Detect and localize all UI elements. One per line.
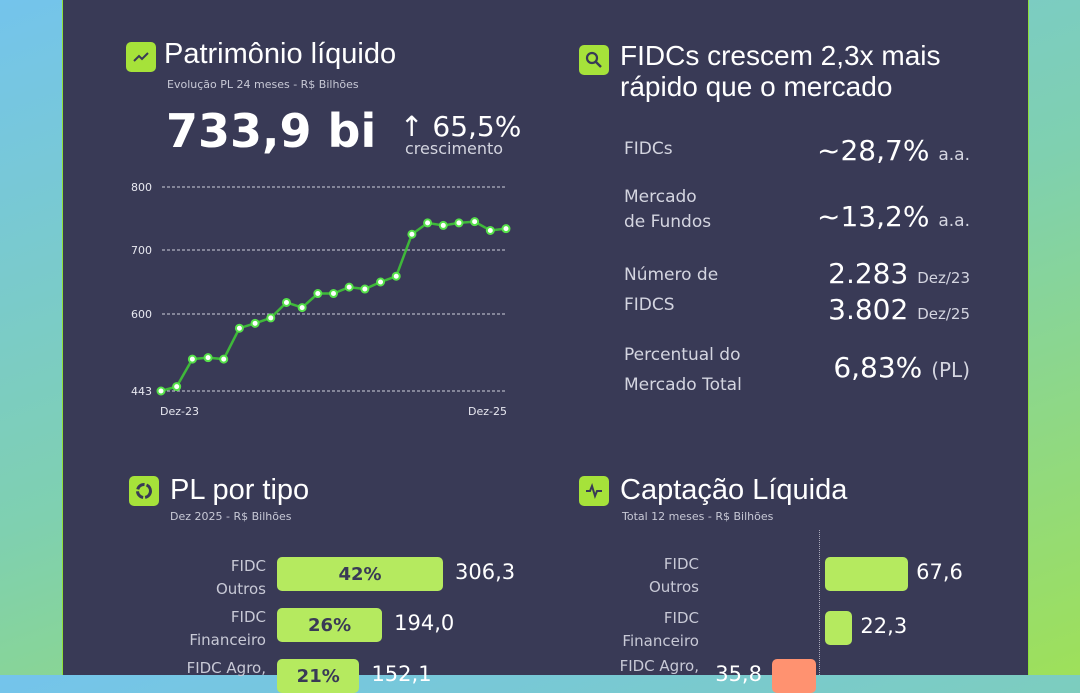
data-point — [360, 284, 370, 294]
capt-value-label: 22,3 — [860, 614, 908, 638]
x-tick-label: Dez-23 — [160, 405, 199, 418]
data-point — [172, 382, 182, 392]
data-point — [187, 354, 197, 364]
data-point — [407, 229, 417, 239]
pulse-icon — [579, 476, 609, 506]
tipo-subtitle: Dez 2025 - R$ Bilhões — [170, 510, 292, 523]
capt-category-label: FIDC Financeiro — [622, 609, 699, 650]
capt-category-label: FIDC Outros — [648, 555, 699, 596]
donut-chart-icon — [129, 476, 159, 506]
pl-growth-value: 65,5% — [432, 110, 522, 143]
growth-title: FIDCs crescem 2,3x mais rápido que o merc… — [620, 40, 941, 102]
data-point — [313, 289, 323, 299]
data-point — [297, 303, 307, 313]
pl-growth: ↑ 65,5% — [400, 110, 521, 143]
tipo-bar: 42% — [277, 557, 443, 591]
y-tick-label: 800 — [131, 181, 152, 194]
tipo-value-label: 306,3 — [455, 560, 516, 584]
y-tick-label: 600 — [131, 308, 152, 321]
tipo-category-label: FIDC Agro, — [186, 659, 266, 677]
capt-bar-negative — [771, 659, 816, 693]
capt-subtitle: Total 12 meses - R$ Bilhões — [622, 510, 774, 523]
y-tick-label: 443 — [131, 385, 152, 398]
data-point — [485, 225, 495, 235]
capt-value-label: 35,8 — [715, 662, 762, 686]
y-tick-label: 700 — [131, 244, 152, 257]
trending-up-icon — [126, 42, 156, 72]
data-point — [391, 271, 401, 281]
pl-growth-label: crescimento — [405, 139, 504, 158]
data-point — [423, 218, 433, 228]
tipo-bar: 21% — [277, 659, 360, 693]
tipo-bar: 26% — [277, 608, 383, 642]
pl-series-line — [160, 220, 507, 393]
zero-axis-line — [819, 530, 820, 675]
row-fidcs-value: ~28,7% a.a. — [817, 134, 970, 167]
data-point — [454, 218, 464, 228]
capt-bar — [825, 557, 909, 591]
row-numero-label: Número de FIDCS — [624, 265, 719, 315]
capt-value-label: 67,6 — [916, 560, 963, 584]
pl-line-chart: 443 600 700 800 Dez-23 Dez-25 — [131, 181, 511, 418]
x-tick-label: Dez-25 — [468, 405, 507, 418]
data-point — [219, 354, 229, 364]
capt-title: Captação Líquida — [620, 474, 848, 506]
tipo-category-label: FIDC Financeiro — [189, 608, 266, 649]
data-point — [438, 220, 448, 230]
tipo-value-label: 152,1 — [371, 662, 432, 686]
row-mercado-value: ~13,2% a.a. — [817, 200, 970, 233]
data-point — [203, 353, 213, 363]
tipo-title: PL por tipo — [170, 474, 310, 506]
pl-value: 733,9 bi — [166, 104, 377, 158]
data-point — [501, 224, 511, 234]
tipo-value-label: 194,0 — [394, 611, 455, 635]
arrow-up-icon: ↑ — [400, 110, 424, 143]
row-percentual-value: 6,83% (PL) — [833, 351, 970, 384]
row-mercado-label: Mercado de Fundos — [624, 187, 712, 232]
pl-subtitle: Evolução PL 24 meses - R$ Bilhões — [167, 78, 359, 91]
tipo-category-label: FIDC Outros — [215, 557, 266, 598]
row-fidcs-label: FIDCs — [624, 139, 673, 159]
row-percentual-label: Percentual do Mercado Total — [624, 345, 742, 395]
data-point — [156, 386, 166, 396]
row-numero-value2: 3.802 Dez/25 — [828, 293, 970, 326]
data-point — [234, 323, 244, 333]
capt-category-label: FIDC Agro, — [619, 657, 699, 675]
pl-title: Patrimônio líquido — [164, 38, 397, 70]
search-icon — [579, 45, 609, 75]
data-point — [281, 297, 291, 307]
data-point — [470, 217, 480, 227]
capt-bar — [825, 611, 853, 645]
data-point — [250, 318, 260, 328]
data-point — [344, 282, 354, 292]
data-point — [266, 313, 276, 323]
data-point — [376, 277, 386, 287]
row-numero-value1: 2.283 Dez/23 — [828, 257, 970, 290]
data-point — [329, 289, 338, 299]
